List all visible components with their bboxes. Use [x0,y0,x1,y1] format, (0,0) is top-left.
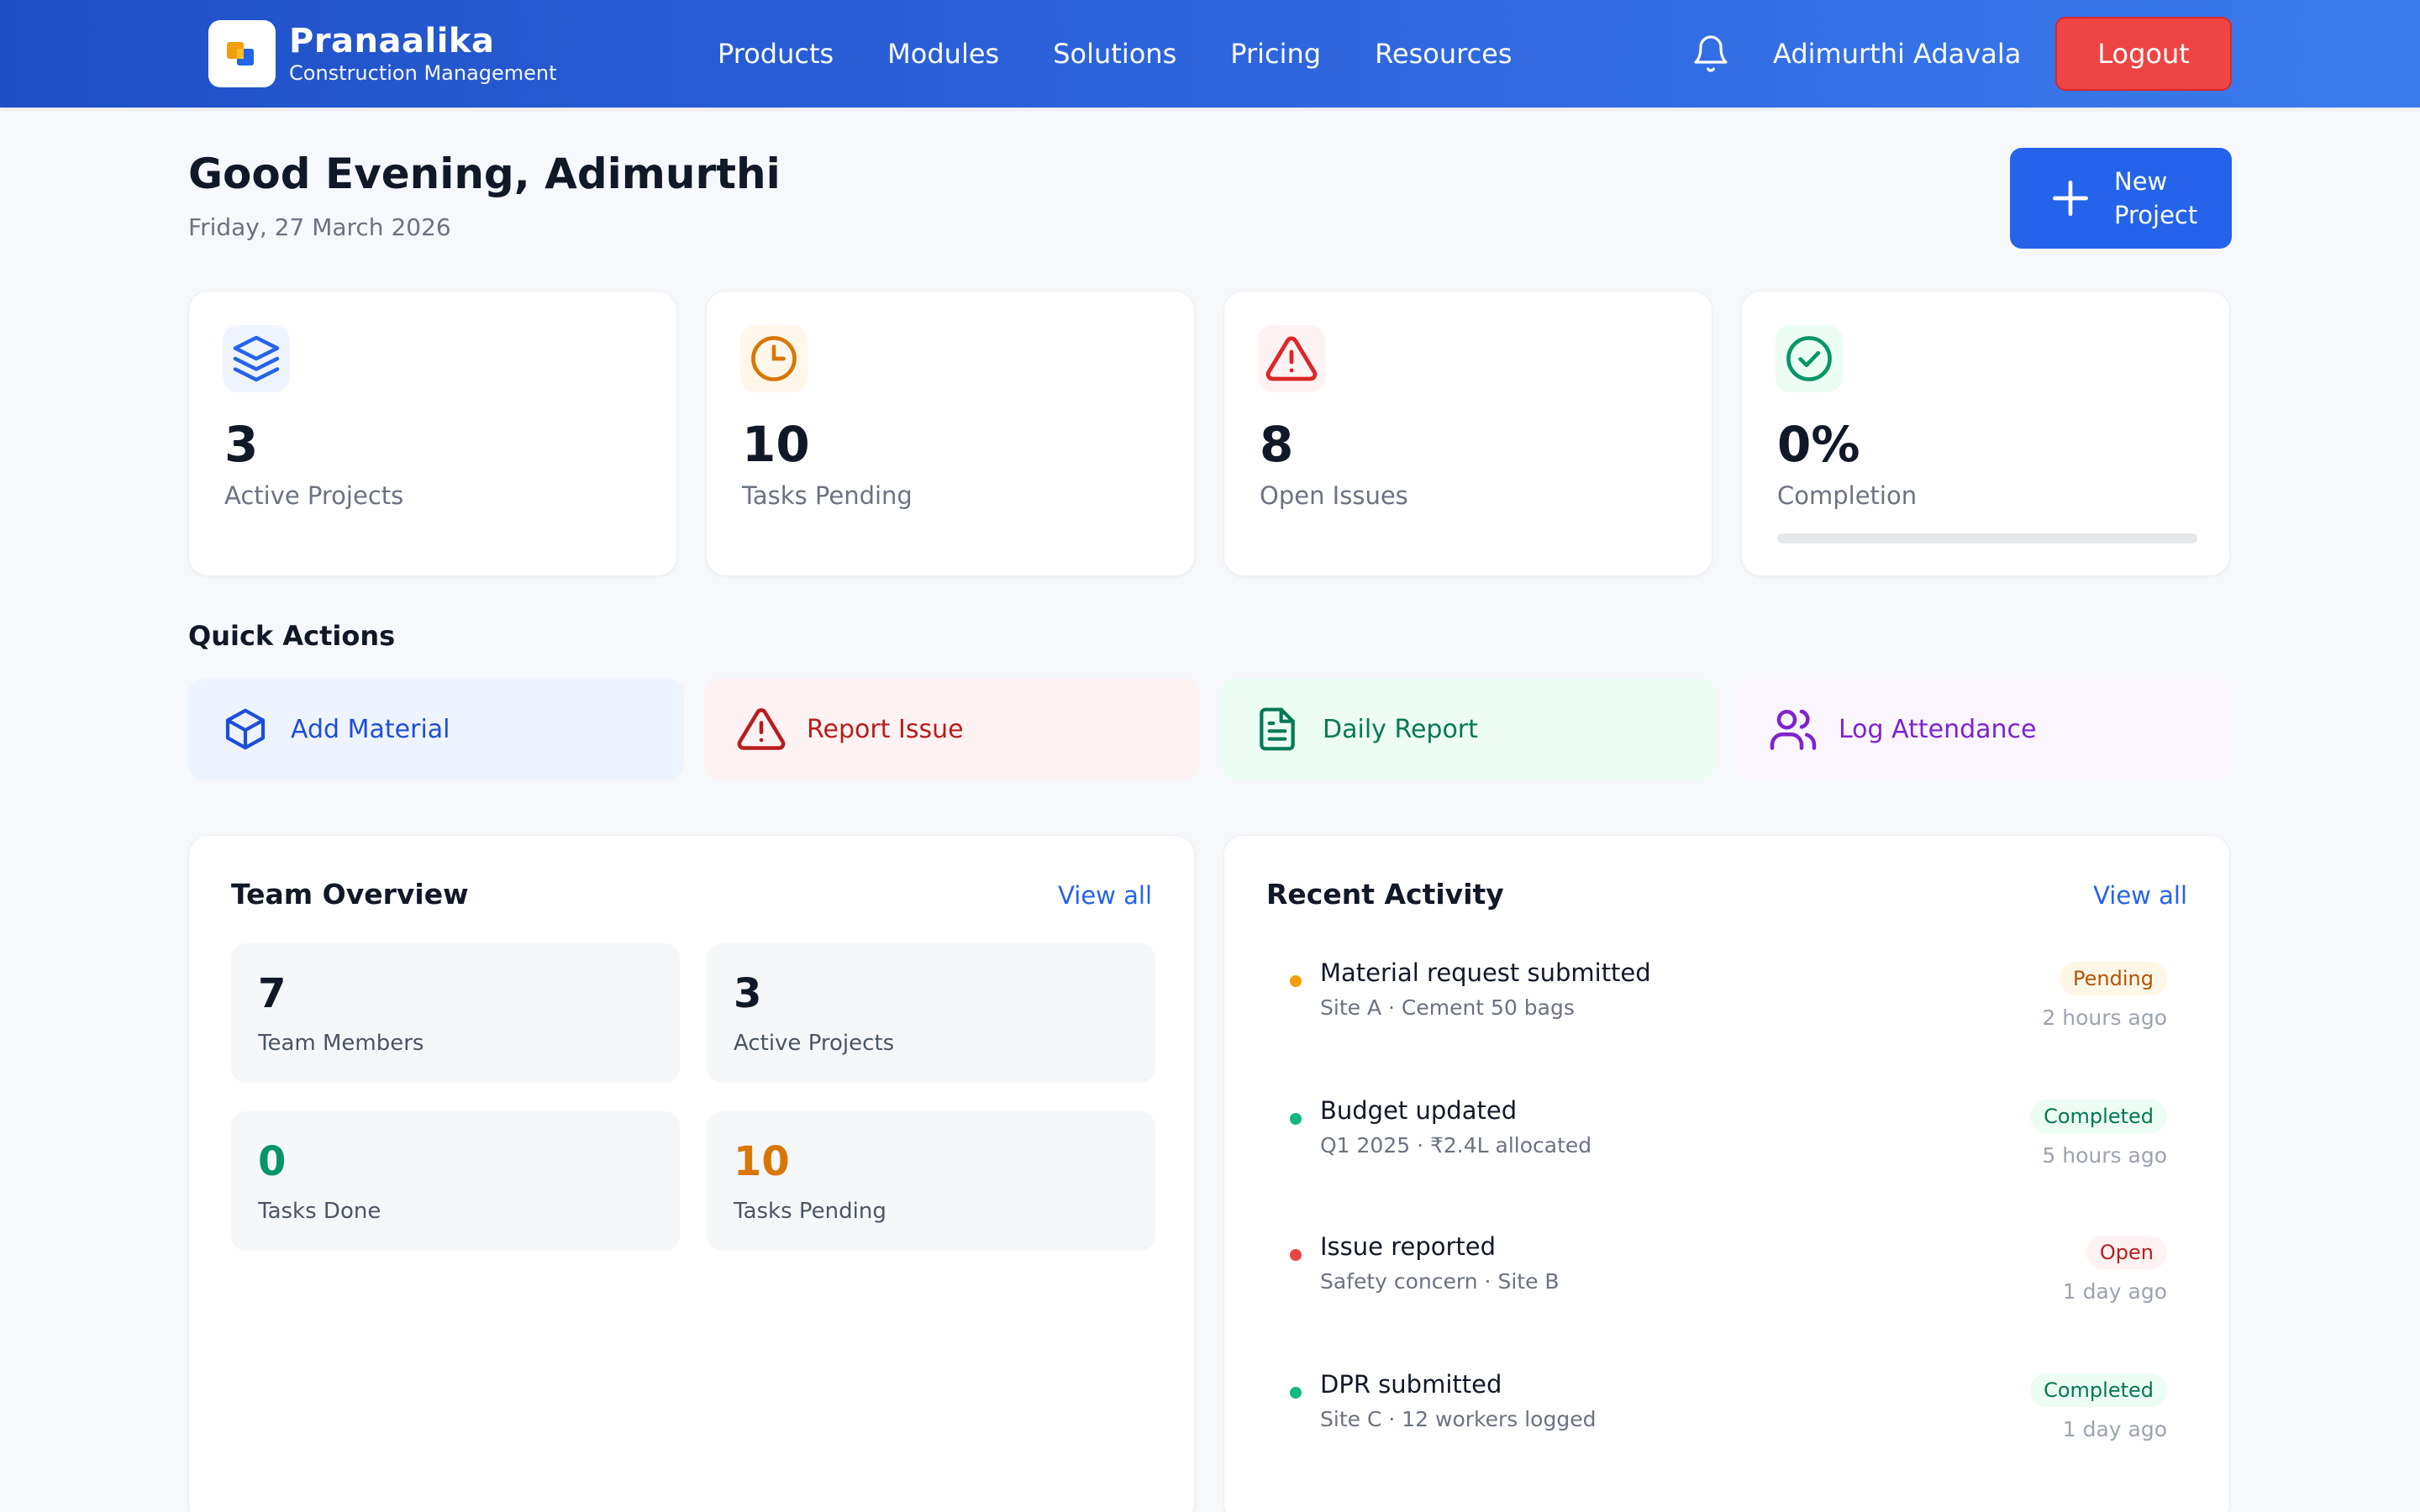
nav-link-modules[interactable]: Modules [887,38,1000,70]
team-overview-title: Team Overview [231,878,469,911]
tasks-done-tile[interactable]: 0 Tasks Done [231,1111,680,1251]
status-dot [1290,1387,1302,1399]
brand[interactable]: Pranaalika Construction Management [208,20,557,87]
logout-button[interactable]: Logout [2055,17,2232,91]
activity-time: 5 hours ago [2042,1143,2167,1168]
user-name[interactable]: Adimurthi Adavala [1773,38,2022,70]
log-attendance-button[interactable]: Log Attendance [1736,679,2232,780]
tile-label: Tasks Done [258,1199,381,1224]
status-badge: Pending [2060,962,2167,995]
team-members-tile[interactable]: 7 Team Members [231,943,680,1083]
new-project-label: New Project [2114,167,2198,229]
brand-logo [208,20,276,87]
report-issue-label: Report Issue [807,714,964,744]
tasks-pending-tile[interactable]: 10 Tasks Pending [707,1111,1155,1251]
stat-label: Tasks Pending [742,481,913,510]
activity-subtitle: Safety concern · Site B [1320,1269,1560,1294]
recent-activity-panel: Recent Activity View all Material reques… [1223,835,2230,1512]
team-overview-view-all-link[interactable]: View all [1058,881,1152,910]
activity-subtitle: Site A · Cement 50 bags [1320,995,1575,1020]
nav-links: Products Modules Solutions Pricing Resou… [718,0,1566,108]
users-icon [1768,704,1818,754]
tile-value: 0 [258,1138,287,1185]
activity-title: Budget updated [1320,1096,1518,1125]
stat-card-active-projects[interactable]: 3 Active Projects [188,291,677,576]
stat-label: Completion [1777,481,1918,510]
top-navbar: Pranaalika Construction Management Produ… [0,0,2420,108]
activity-item[interactable]: Material request submitted Site A · Ceme… [1266,947,2189,1047]
nav-link-products[interactable]: Products [718,38,834,70]
status-badge: Completed [2030,1373,2167,1407]
tile-label: Team Members [258,1031,424,1056]
alert-triangle-icon [736,704,786,754]
current-date: Friday, 27 March 2026 [188,213,451,241]
activity-item[interactable]: DPR submitted Site C · 12 workers logged… [1266,1358,2189,1459]
status-dot [1290,975,1302,987]
check-circle-icon [1776,325,1843,392]
new-project-button[interactable]: New Project [2010,148,2232,249]
stat-card-open-issues[interactable]: 8 Open Issues [1223,291,1712,576]
activity-subtitle: Q1 2025 · ₹2.4L allocated [1320,1133,1592,1158]
status-badge: Open [2086,1236,2167,1269]
stat-card-completion[interactable]: 0% Completion [1741,291,2230,576]
status-dot [1290,1249,1302,1261]
stat-value: 10 [742,416,810,473]
activity-item[interactable]: Issue reported Safety concern · Site B O… [1266,1221,2189,1321]
tile-label: Tasks Pending [734,1199,886,1224]
alert-triangle-icon [1258,325,1325,392]
activity-subtitle: Site C · 12 workers logged [1320,1407,1597,1431]
tile-value: 7 [258,970,287,1017]
recent-activity-view-all-link[interactable]: View all [2093,881,2187,910]
quick-actions-title: Quick Actions [188,620,396,652]
stat-label: Active Projects [224,481,404,510]
clock-icon [740,325,808,392]
stat-value: 0% [1777,416,1860,473]
brand-subtitle: Construction Management [289,61,557,85]
box-icon [220,704,271,754]
nav-link-resources[interactable]: Resources [1375,38,1512,70]
active-projects-tile[interactable]: 3 Active Projects [707,943,1155,1083]
status-dot [1290,1113,1302,1125]
activity-time: 1 day ago [2062,1279,2167,1304]
brand-name: Pranaalika [289,22,495,60]
activity-title: Issue reported [1320,1232,1497,1261]
plus-icon [2047,175,2094,222]
activity-time: 2 hours ago [2042,1005,2167,1030]
daily-report-label: Daily Report [1323,714,1478,744]
stat-value: 8 [1260,416,1294,473]
completion-progress-bar [1777,533,2197,543]
stat-value: 3 [224,416,259,473]
activity-item[interactable]: Budget updated Q1 2025 · ₹2.4L allocated… [1266,1084,2189,1185]
add-material-label: Add Material [291,714,450,744]
nav-link-solutions[interactable]: Solutions [1053,38,1177,70]
activity-time: 1 day ago [2062,1417,2167,1441]
page-title: Good Evening, Adimurthi [188,150,781,198]
stat-label: Open Issues [1260,481,1408,510]
stat-card-tasks-pending[interactable]: 10 Tasks Pending [706,291,1195,576]
nav-link-pricing[interactable]: Pricing [1230,38,1322,70]
activity-title: DPR submitted [1320,1370,1502,1399]
tile-label: Active Projects [734,1031,895,1056]
tile-value: 3 [734,970,762,1017]
recent-activity-title: Recent Activity [1266,878,1504,911]
report-issue-button[interactable]: Report Issue [704,679,1200,780]
activity-title: Material request submitted [1320,958,1651,987]
file-text-icon [1252,704,1302,754]
team-overview-panel: Team Overview View all 7 Team Members 3 … [188,835,1195,1512]
layers-icon [223,325,290,392]
daily-report-button[interactable]: Daily Report [1220,679,1716,780]
status-badge: Completed [2030,1100,2167,1133]
add-material-button[interactable]: Add Material [188,679,684,780]
log-attendance-label: Log Attendance [1839,714,2037,744]
tile-value: 10 [734,1138,790,1185]
bell-icon[interactable] [1691,34,1731,74]
